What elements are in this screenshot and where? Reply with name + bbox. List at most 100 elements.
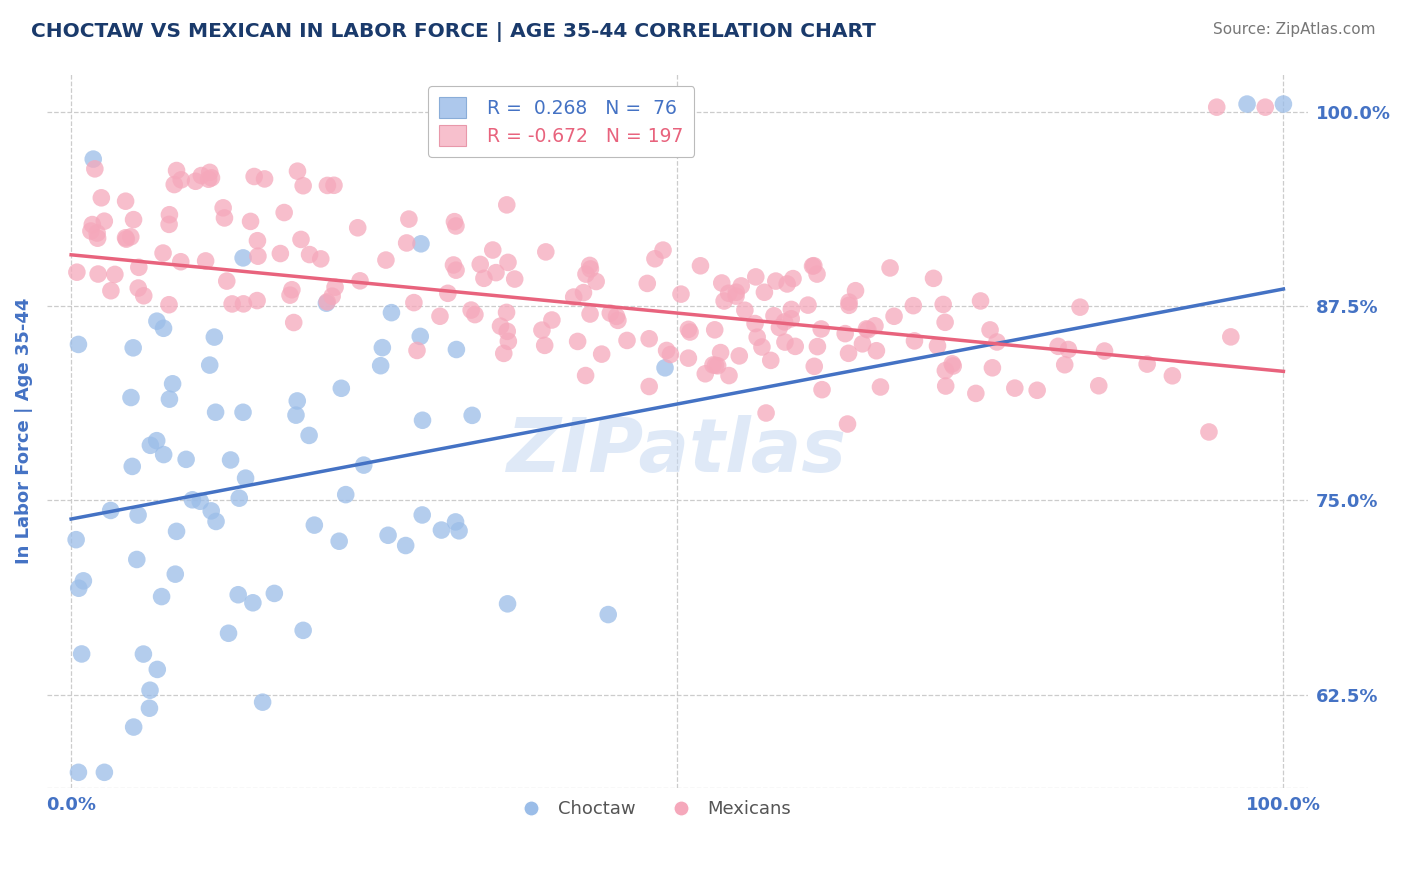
Point [411,508,433,522]
Point [67,765,90,780]
Point [190,169,212,183]
Point [655,343,678,358]
Point [747,330,769,344]
Point [446,343,468,357]
Point [70,647,93,661]
Point [166,524,188,539]
Point [197,172,219,186]
Point [246,293,269,308]
Point [395,235,418,250]
Point [139,438,162,452]
Point [782,271,804,285]
Point [163,178,186,192]
Text: Source: ZipAtlas.com: Source: ZipAtlas.com [1212,22,1375,37]
Point [616,334,638,348]
Point [745,269,768,284]
Point [72,574,94,588]
Point [1136,357,1159,371]
Point [181,492,204,507]
Point [838,346,860,360]
Point [863,318,886,333]
Point [152,448,174,462]
Point [717,368,740,383]
Point [744,317,766,331]
Point [1026,384,1049,398]
Point [578,259,600,273]
Point [380,305,402,319]
Point [496,597,519,611]
Point [122,212,145,227]
Point [146,314,169,328]
Point [127,508,149,522]
Point [198,358,221,372]
Point [246,249,269,263]
Point [82,152,104,166]
Point [460,303,482,318]
Point [461,409,484,423]
Point [734,303,756,318]
Point [579,307,602,321]
Point [759,353,782,368]
Point [232,405,254,419]
Point [138,701,160,715]
Point [145,434,167,448]
Point [803,359,825,374]
Point [678,322,700,336]
Point [498,334,520,349]
Point [93,214,115,228]
Point [981,360,1004,375]
Point [503,272,526,286]
Point [844,284,866,298]
Point [100,503,122,517]
Point [1069,300,1091,314]
Point [65,533,87,547]
Point [811,383,834,397]
Point [170,254,193,268]
Point [724,289,747,303]
Point [409,329,432,343]
Point [765,274,787,288]
Point [932,297,955,311]
Point [703,323,725,337]
Point [562,290,585,304]
Point [935,379,957,393]
Point [969,293,991,308]
Point [768,320,790,334]
Point [496,324,519,338]
Point [806,267,828,281]
Point [1236,97,1258,112]
Point [104,268,127,282]
Point [481,243,503,257]
Point [243,169,266,184]
Point [292,178,315,193]
Point [66,265,89,279]
Point [855,322,877,336]
Point [269,246,291,260]
Point [533,338,555,352]
Point [638,379,661,393]
Point [346,220,368,235]
Point [87,267,110,281]
Point [321,289,343,303]
Point [309,252,332,266]
Point [304,518,326,533]
Point [567,334,589,349]
Point [704,359,727,373]
Point [242,596,264,610]
Point [349,274,371,288]
Point [122,341,145,355]
Point [495,305,517,319]
Point [82,218,104,232]
Point [370,359,392,373]
Point [773,335,796,350]
Point [194,254,217,268]
Point [598,607,620,622]
Point [883,310,905,324]
Point [214,211,236,225]
Point [652,243,675,257]
Point [754,285,776,300]
Point [285,393,308,408]
Point [239,214,262,228]
Point [157,298,180,312]
Text: 100.0%: 100.0% [1246,796,1320,814]
